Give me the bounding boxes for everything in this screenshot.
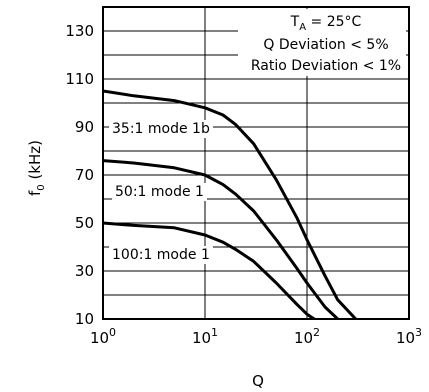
- x-tick-label: 101: [192, 326, 218, 347]
- annotation-temperature: TA = 25°C: [290, 14, 362, 33]
- y-tick-labels: 10 30 50 70 90 110 130: [65, 22, 94, 328]
- grid: [103, 7, 409, 319]
- curves: [103, 89, 358, 319]
- x-tick-labels: 100 101 102 103: [90, 326, 422, 347]
- x-axis-label: Q: [252, 372, 264, 390]
- x-tick-label: 103: [396, 326, 422, 347]
- series-label-50-1: 50:1 mode 1: [115, 184, 204, 200]
- series-line-3: [103, 221, 317, 319]
- annotation-ratio-deviation: Ratio Deviation < 1%: [251, 58, 401, 74]
- y-tick-label: 70: [75, 166, 94, 184]
- y-tick-label: 130: [65, 22, 94, 40]
- series-label-background: [112, 183, 207, 201]
- plot-frame: [102, 6, 410, 320]
- label-backgrounds: [109, 120, 213, 264]
- y-tick-label: 110: [65, 70, 94, 88]
- series-label-background: [109, 120, 213, 138]
- y-tick-label: 10: [75, 310, 94, 328]
- y-tick-label: 30: [75, 262, 94, 280]
- x-tick-label: 102: [294, 326, 320, 347]
- series-label-35-1: 35:1 mode 1b: [112, 121, 210, 137]
- y-tick-label: 50: [75, 214, 94, 232]
- series-line-2: [103, 159, 341, 319]
- annotation-q-deviation: Q Deviation < 5%: [263, 37, 388, 53]
- annotation-background: [238, 9, 406, 76]
- series-line-1: [103, 89, 358, 319]
- y-axis-label: f0 (kHz): [26, 140, 47, 196]
- series-label-100-1: 100:1 mode 1: [112, 247, 210, 263]
- x-tick-label: 100: [90, 326, 116, 347]
- series-label-background: [109, 246, 213, 264]
- y-tick-label: 90: [75, 118, 94, 136]
